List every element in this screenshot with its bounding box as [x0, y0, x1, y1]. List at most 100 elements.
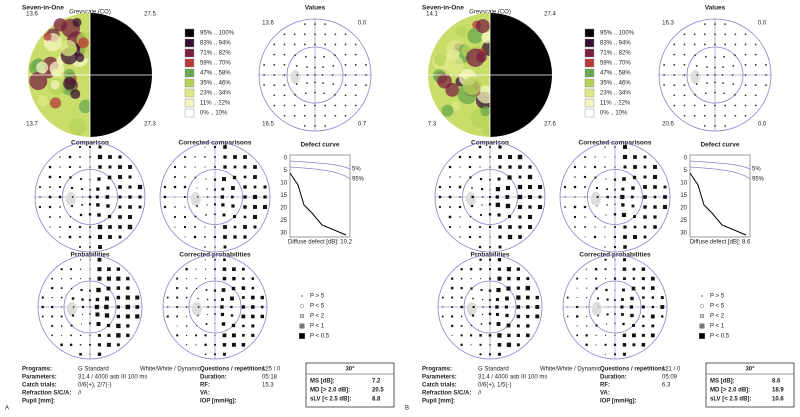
corner-value: 0.0	[758, 122, 767, 128]
symbol	[354, 53, 357, 56]
symbol	[81, 188, 84, 191]
symbol	[185, 325, 188, 327]
symbol	[496, 322, 501, 326]
symbol	[233, 215, 237, 219]
symbol	[167, 306, 169, 308]
symbol	[714, 33, 716, 36]
symbol	[344, 74, 347, 76]
info-text: Refraction S/C/A:	[22, 391, 71, 397]
symbol	[283, 104, 286, 107]
symbol	[604, 268, 607, 271]
symbol	[614, 196, 616, 198]
defect-tick: 0	[684, 156, 688, 162]
info-text: 05:18	[262, 375, 278, 381]
symbol	[184, 216, 186, 218]
symbol	[365, 84, 367, 87]
symbol	[497, 258, 502, 262]
symbol	[480, 289, 483, 292]
symbol	[79, 259, 82, 261]
symbol	[724, 33, 727, 36]
symbol	[107, 175, 112, 180]
legend-swatch	[584, 108, 595, 118]
symbol	[754, 53, 757, 56]
symbol	[526, 277, 530, 281]
symbol	[623, 235, 627, 239]
symbol	[69, 176, 72, 179]
prob-swatch	[700, 314, 704, 318]
symbol	[333, 93, 336, 96]
symbol	[331, 74, 334, 76]
summary-label: sLV [< 2.5 dB]:	[310, 397, 351, 403]
symbol	[293, 104, 296, 107]
symbol	[498, 235, 502, 239]
symbol	[222, 333, 227, 338]
symbol	[59, 166, 61, 168]
symbol	[614, 299, 616, 301]
symbol	[126, 333, 130, 338]
symbol	[459, 226, 461, 228]
symbol	[214, 213, 216, 216]
symbol	[176, 277, 179, 280]
greyscale-patch	[450, 101, 461, 112]
symbol	[641, 277, 645, 281]
symbol	[489, 306, 491, 308]
symbol	[535, 314, 540, 319]
symbol	[89, 179, 91, 181]
symbol	[496, 287, 501, 293]
symbol	[79, 166, 81, 168]
summary-label: sLV [< 2.5 dB]:	[710, 397, 751, 403]
symbol	[694, 54, 697, 57]
symbol	[303, 23, 306, 25]
symbol	[273, 63, 276, 66]
legend-swatch	[584, 58, 595, 68]
symbol	[535, 295, 539, 300]
symbol	[243, 175, 247, 179]
symbol	[470, 344, 472, 346]
symbol	[460, 334, 463, 337]
symbol	[607, 306, 609, 308]
symbol	[204, 146, 206, 148]
symbol	[231, 323, 236, 328]
symbol	[242, 324, 245, 328]
legend-label: 0% .. 10%	[200, 111, 228, 117]
symbol	[722, 66, 724, 68]
defect-tick: 20	[280, 206, 287, 212]
symbol	[506, 267, 512, 272]
symbol	[449, 206, 451, 208]
symbol	[605, 288, 608, 292]
symbol	[273, 53, 276, 56]
greyscale-patch	[475, 19, 490, 33]
symbol	[89, 299, 91, 302]
symbol	[104, 296, 110, 301]
symbol	[204, 334, 207, 337]
symbol	[479, 353, 482, 356]
symbol	[185, 296, 188, 299]
symbol	[528, 165, 532, 169]
symbol	[489, 353, 491, 356]
symbol	[663, 74, 665, 76]
symbol	[81, 298, 84, 301]
symbol	[323, 55, 326, 58]
symbol	[79, 344, 82, 346]
symbol	[516, 295, 521, 300]
symbol	[205, 259, 206, 261]
symbol	[714, 81, 716, 84]
symbol	[107, 267, 111, 272]
symbol	[59, 216, 61, 218]
info-text: G Standard	[478, 367, 509, 373]
symbol	[273, 43, 276, 46]
symbol	[614, 313, 616, 315]
corner-value: 13.6	[262, 21, 274, 27]
symbol	[620, 305, 624, 309]
symbol	[442, 306, 444, 308]
symbol	[196, 288, 198, 290]
symbol	[233, 165, 237, 169]
defect-curve	[689, 172, 747, 236]
symbol	[470, 287, 473, 290]
corner-value: 27.5	[144, 12, 156, 18]
symbol	[495, 202, 501, 208]
symbol	[695, 83, 698, 86]
symbol	[489, 344, 491, 346]
symbol	[576, 305, 579, 309]
blind-spot	[465, 192, 476, 206]
